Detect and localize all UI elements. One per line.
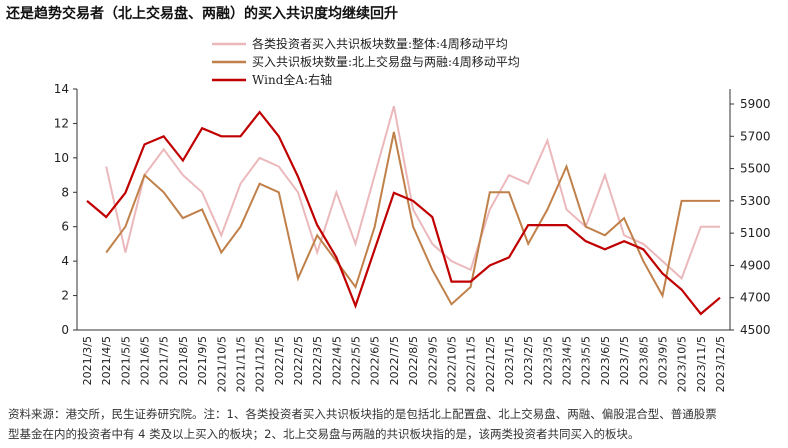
x-tick-label: 2022/8/5 xyxy=(407,336,420,385)
x-tick-label: 2021/5/5 xyxy=(119,336,132,385)
x-tick-label: 2023/9/5 xyxy=(656,336,669,385)
legend-label: 各类投资者买入共识板块数量:整体:4周移动平均 xyxy=(252,36,508,51)
x-tick-label: 2023/5/5 xyxy=(580,336,593,385)
x-tick-label: 2022/7/5 xyxy=(388,336,401,385)
x-tick-label: 2022/2/5 xyxy=(292,336,305,385)
x-tick-label: 2021/12/5 xyxy=(254,336,267,392)
note: 型基金在内的投资者中有 4 类及以上买入的板块；2、北上交易盘与两融的共识板块指… xyxy=(8,427,639,441)
chart-title: 还是趋势交易者（北上交易盘、两融）的买入共识度均继续回升 xyxy=(5,5,398,22)
y-tick-label: 8 xyxy=(61,185,69,199)
x-tick-label: 2022/5/5 xyxy=(350,336,363,385)
x-tick-label: 2021/11/5 xyxy=(234,336,247,392)
x-tick-label: 2021/4/5 xyxy=(100,336,113,385)
x-tick-label: 2023/8/5 xyxy=(637,336,650,385)
x-tick-label: 2022/9/5 xyxy=(426,336,439,385)
x-tick-label: 2023/1/5 xyxy=(503,336,516,385)
x-tick-label: 2021/3/5 xyxy=(81,336,94,385)
x-tick-label: 2023/7/5 xyxy=(618,336,631,385)
legend-label: 买入共识板块数量:北上交易盘与两融:4周移动平均 xyxy=(252,54,520,69)
y-tick-label: 6 xyxy=(61,220,69,234)
x-tick-label: 2022/10/5 xyxy=(445,336,458,392)
x-tick-label: 2021/6/5 xyxy=(139,336,152,385)
y-tick-label: 4 xyxy=(61,254,69,268)
note: 资料来源：港交所，民生证券研究院。注：1、各类投资者买入共识板块指的是包括北上配… xyxy=(8,407,717,421)
x-tick-label: 2022/4/5 xyxy=(330,336,343,385)
y-tick-label: 14 xyxy=(54,82,69,96)
x-tick-label: 2023/10/5 xyxy=(676,336,689,392)
y2-tick-label: 5500 xyxy=(740,162,771,176)
x-tick-label: 2022/1/5 xyxy=(273,336,286,385)
x-tick-label: 2023/6/5 xyxy=(599,336,612,385)
y-tick-label: 12 xyxy=(54,116,69,130)
y-tick-label: 0 xyxy=(61,323,69,337)
series-line xyxy=(86,110,721,316)
y2-tick-label: 5700 xyxy=(740,129,771,143)
x-tick-label: 2023/2/5 xyxy=(522,336,535,385)
y2-tick-label: 4700 xyxy=(740,291,771,305)
y2-tick-label: 4500 xyxy=(740,323,771,337)
x-tick-label: 2023/12/5 xyxy=(714,336,727,392)
y2-tick-label: 5300 xyxy=(740,194,771,208)
x-tick-label: 2021/8/5 xyxy=(177,336,190,385)
y2-tick-label: 5900 xyxy=(740,97,771,111)
y-tick-label: 10 xyxy=(54,151,69,165)
series-line xyxy=(105,131,720,306)
x-tick-label: 2022/11/5 xyxy=(465,336,478,392)
y2-tick-label: 4900 xyxy=(740,258,771,272)
x-tick-label: 2023/3/5 xyxy=(541,336,554,385)
y-tick-label: 2 xyxy=(61,289,69,303)
x-tick-label: 2023/11/5 xyxy=(695,336,708,392)
x-tick-label: 2022/12/5 xyxy=(484,336,497,392)
x-tick-label: 2022/6/5 xyxy=(369,336,382,385)
x-tick-label: 2023/4/5 xyxy=(561,336,574,385)
series-line xyxy=(105,105,720,281)
legend-label: Wind全A:右轴 xyxy=(252,72,332,87)
x-tick-label: 2022/3/5 xyxy=(311,336,324,385)
y2-tick-label: 5100 xyxy=(740,226,771,240)
x-tick-label: 2021/7/5 xyxy=(158,336,171,385)
x-tick-label: 2021/9/5 xyxy=(196,336,209,385)
x-tick-label: 2021/10/5 xyxy=(215,336,228,392)
